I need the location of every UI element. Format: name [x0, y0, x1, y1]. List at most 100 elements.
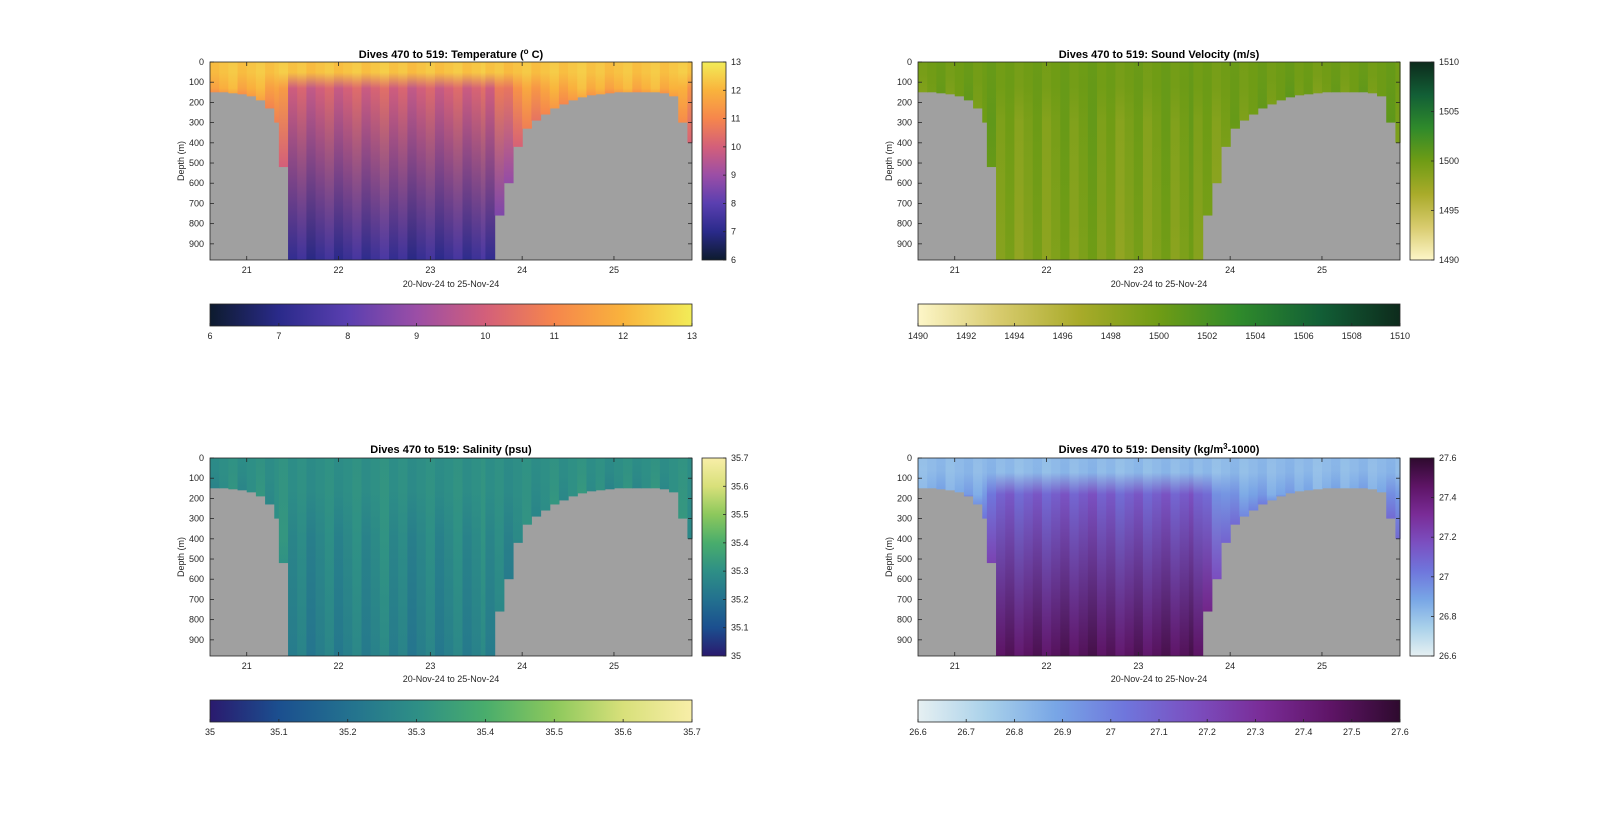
temperature-dive-column — [558, 62, 569, 105]
salinity-vertical-colorbar-tick-label: 35.1 — [731, 623, 749, 633]
salinity-horizontal-colorbar-tick-label: 35 — [205, 727, 215, 737]
density-dive-column — [963, 458, 974, 497]
salinity-dive-column — [577, 458, 588, 494]
temperature-horizontal-colorbar: 6 7 8 9 10 11 12 13 — [207, 303, 697, 341]
sound-velocity-panel: Dives 470 to 519: Sound Velocity (m/s) 0… — [884, 49, 1459, 341]
salinity-dive-column — [246, 458, 257, 493]
temperature-y-tick-label: 200 — [189, 97, 204, 107]
temperature-x-tick-label: 24 — [517, 265, 527, 275]
temperature-dive-column — [416, 62, 427, 260]
salinity-dive-column — [480, 458, 487, 656]
sound-velocity-x-tick-label: 24 — [1225, 265, 1235, 275]
density-dive-column — [1193, 458, 1204, 656]
sound-velocity-dive-column — [1239, 62, 1250, 121]
density-dive-column — [1170, 458, 1181, 656]
salinity-y-tick-label: 0 — [199, 453, 204, 463]
sound-velocity-dive-column — [1188, 62, 1195, 260]
density-y-tick-label: 800 — [897, 615, 912, 625]
salinity-dive-column — [586, 458, 597, 492]
temperature-y-tick-label: 0 — [199, 57, 204, 67]
salinity-dive-column — [558, 458, 569, 501]
density-panel: Dives 470 to 519: Density (kg/m3-1000) 0… — [884, 442, 1457, 737]
salinity-horizontal-colorbar-fill — [209, 699, 693, 723]
salinity-y-tick-label: 100 — [189, 473, 204, 483]
density-dive-column — [1032, 458, 1043, 656]
temperature-x-axis-label: 20-Nov-24 to 25-Nov-24 — [403, 279, 500, 289]
density-dive-column — [1386, 458, 1397, 519]
sound-velocity-dive-column — [1202, 62, 1213, 216]
temperature-x-tick-label: 21 — [242, 265, 252, 275]
density-dive-column — [1303, 458, 1314, 491]
sound-velocity-dive-column — [1349, 62, 1360, 93]
density-dive-column — [1294, 458, 1305, 492]
salinity-dive-column — [265, 458, 275, 505]
sound-velocity-horizontal-colorbar-tick-label: 1508 — [1342, 331, 1362, 341]
salinity-y-tick-label: 300 — [189, 514, 204, 524]
salinity-vertical-colorbar-tick-label: 35.3 — [731, 566, 749, 576]
salinity-dive-column — [678, 458, 689, 519]
density-horizontal-colorbar: 26.6 26.7 26.8 26.9 27 27.1 27.2 27.3 27.4 27.5 27… — [909, 699, 1409, 737]
temperature-dive-column — [343, 62, 353, 260]
temperature-title: Dives 470 to 519: Temperature (o C) — [359, 47, 544, 61]
density-y-tick-label: 0 — [907, 453, 912, 463]
salinity-horizontal-colorbar-tick-label: 35.4 — [477, 727, 495, 737]
temperature-vertical-colorbar-tick-label: 6 — [731, 255, 736, 265]
sound-velocity-dive-column — [1358, 62, 1369, 93]
density-horizontal-colorbar-fill — [917, 699, 1401, 723]
temperature-plot-area: 0 100 200 300 400 500 600 700 800 900 21 22 23 24 25 — [189, 57, 693, 275]
salinity-dive-column — [540, 458, 551, 511]
temperature-horizontal-colorbar-fill — [209, 303, 693, 327]
sound-velocity-dive-column — [1230, 62, 1240, 129]
density-vertical-colorbar-tick-label: 27.4 — [1439, 493, 1457, 503]
sound-velocity-y-tick-label: 0 — [907, 57, 912, 67]
density-y-tick-label: 600 — [897, 574, 912, 584]
density-dive-column — [1377, 458, 1387, 493]
sound-velocity-dive-column — [1294, 62, 1305, 96]
salinity-dive-column — [352, 458, 363, 656]
sound-velocity-dive-column — [1097, 62, 1107, 260]
density-x-tick-label: 22 — [1042, 661, 1052, 671]
temperature-horizontal-colorbar-tick-label: 7 — [276, 331, 281, 341]
sound-velocity-x-tick-label: 21 — [950, 265, 960, 275]
temperature-y-tick-label: 500 — [189, 158, 204, 168]
temperature-dive-column — [494, 62, 505, 216]
sound-velocity-horizontal-colorbar-tick-label: 1500 — [1149, 331, 1169, 341]
temperature-dive-column — [265, 62, 275, 109]
salinity-dive-column — [434, 458, 445, 656]
sound-velocity-dive-column — [986, 62, 997, 168]
sound-velocity-dive-column — [996, 62, 1006, 260]
salinity-x-axis-label: 20-Nov-24 to 25-Nov-24 — [403, 674, 500, 684]
temperature-horizontal-colorbar-tick-label: 13 — [687, 331, 697, 341]
salinity-vertical-colorbar-tick-label: 35.5 — [731, 510, 749, 520]
salinity-dive-column — [306, 458, 317, 656]
temperature-y-tick-label: 300 — [189, 118, 204, 128]
salinity-panel: Dives 470 to 519: Salinity (psu) 0 100 200… — [176, 444, 749, 737]
sound-velocity-vertical-colorbar: 1490 1495 1500 1505 1510 — [1409, 57, 1459, 265]
salinity-vertical-colorbar-fill — [701, 457, 727, 657]
temperature-dive-column — [333, 62, 344, 260]
sound-velocity-dive-column — [1367, 62, 1378, 94]
temperature-panel: Dives 470 to 519: Temperature (o C) 0100… — [176, 47, 741, 341]
temperature-vertical-colorbar-fill — [701, 61, 727, 261]
salinity-y-tick-label: 800 — [189, 615, 204, 625]
density-x-tick-label: 21 — [950, 661, 960, 671]
temperature-vertical-colorbar-tick-label: 11 — [731, 114, 740, 124]
sound-velocity-dive-column — [1032, 62, 1043, 260]
salinity-dive-column — [370, 458, 381, 656]
salinity-vertical-colorbar-tick-label: 35 — [731, 651, 741, 661]
density-dive-column — [1349, 458, 1360, 489]
salinity-plot-area: 0 100 200 300 400 500 600 700 800 900 21 22 23 24 25 — [189, 453, 693, 671]
sound-velocity-dive-column — [1248, 62, 1259, 115]
density-dive-column — [1358, 458, 1369, 489]
temperature-axes-frame — [209, 61, 693, 261]
salinity-dive-column — [210, 458, 220, 489]
salinity-y-axis-label: Depth (m) — [176, 537, 186, 577]
salinity-vertical-colorbar-tick-label: 35.6 — [731, 481, 749, 491]
temperature-dive-column — [503, 62, 514, 184]
temperature-dive-column — [352, 62, 363, 260]
sound-velocity-horizontal-colorbar-fill — [917, 303, 1401, 327]
salinity-dive-column — [471, 458, 482, 656]
density-y-tick-label: 300 — [897, 514, 912, 524]
salinity-dive-column — [604, 458, 615, 490]
temperature-horizontal-colorbar-tick-label: 11 — [550, 331, 559, 341]
